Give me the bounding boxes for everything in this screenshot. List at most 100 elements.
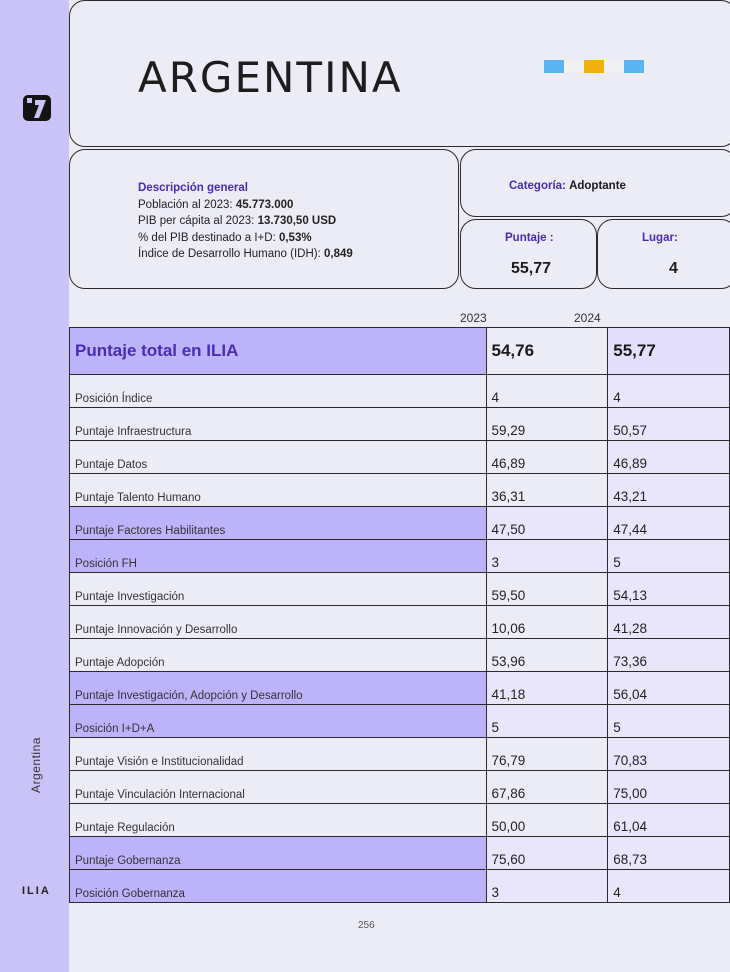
description-line-value: 45.773.000: [235, 198, 294, 211]
table-row: Posición I+D+A 5 5: [69, 704, 730, 738]
row-label: Puntaje Investigación: [69, 572, 487, 606]
description-line-label: PIB per cápita al 2023:: [138, 215, 258, 227]
row-value-2023: 41,18: [485, 671, 609, 705]
total-2023: 54,76: [485, 327, 609, 375]
category-value: Adoptante: [569, 180, 626, 192]
row-value-2024: 4: [607, 374, 730, 408]
total-label: Puntaje total en ILIA: [69, 327, 487, 375]
table-row: Puntaje Gobernanza 75,60 68,73: [69, 836, 730, 870]
flag-icon: [544, 60, 644, 73]
row-value-2023: 36,31: [485, 473, 609, 507]
table-row: Posición Índice 4 4: [69, 374, 730, 408]
table-row: Puntaje Regulación 50,00 61,04: [69, 803, 730, 837]
row-label: Puntaje Factores Habilitantes: [69, 506, 487, 540]
year-header-2023: 2023: [460, 311, 487, 325]
row-label: Puntaje Talento Humano: [69, 473, 487, 507]
row-value-2023: 5: [485, 704, 609, 738]
description-card: Descripción general Población al 2023: 4…: [69, 149, 459, 289]
row-label: Posición I+D+A: [69, 704, 487, 738]
row-value-2024: 4: [607, 869, 730, 903]
row-label: Posición Índice: [69, 374, 487, 408]
description-heading: Descripción general: [138, 182, 248, 194]
description-line-value: 0,849: [324, 248, 353, 260]
description-line-label: Población al 2023:: [138, 198, 236, 211]
row-value-2023: 47,50: [485, 506, 609, 540]
row-value-2023: 3: [485, 869, 609, 903]
row-label: Puntaje Gobernanza: [69, 836, 487, 870]
row-value-2024: 5: [607, 539, 730, 573]
row-value-2024: 54,13: [607, 572, 730, 606]
table-row: Posición Gobernanza 3 4: [69, 869, 730, 903]
description-line: PIB per cápita al 2023: 13.730,50 USD: [138, 213, 353, 230]
row-value-2024: 73,36: [607, 638, 730, 672]
description-line: % del PIB destinado a I+D: 0,53%: [138, 230, 353, 247]
row-value-2024: 43,21: [607, 473, 730, 507]
description-line-value: 0,53%: [278, 231, 312, 244]
table-row: Puntaje Adopción 53,96 73,36: [69, 638, 730, 672]
table-row: Puntaje Infraestructura 59,29 50,57: [69, 407, 730, 441]
row-value-2023: 10,06: [485, 605, 609, 639]
page: ARGENTINA Descripción general Población …: [69, 0, 730, 972]
row-label: Posición FH: [69, 539, 487, 573]
description-line-value: 13.730,50 USD: [257, 215, 337, 227]
score-card: Puntaje : 55,77: [460, 219, 597, 289]
row-value-2023: 46,89: [485, 440, 609, 474]
row-label: Puntaje Datos: [69, 440, 487, 474]
row-label: Puntaje Investigación, Adopción y Desarr…: [69, 671, 487, 705]
flag-stripe: [584, 60, 604, 73]
description-line-label: % del PIB destinado a I+D:: [138, 231, 279, 244]
table-row: Puntaje Talento Humano 36,31 43,21: [69, 473, 730, 507]
row-value-2023: 59,29: [485, 407, 609, 441]
page-title: ARGENTINA: [138, 53, 403, 102]
page-number: 256: [358, 920, 375, 931]
place-card: Lugar: 4: [597, 219, 730, 289]
flag-stripe: [604, 60, 624, 73]
row-label: Posición Gobernanza: [69, 869, 487, 903]
row-value-2024: 47,44: [607, 506, 730, 540]
row-value-2023: 50,00: [485, 803, 609, 837]
row-value-2023: 67,86: [485, 770, 609, 804]
description-text: Descripción general Población al 2023: 4…: [138, 180, 353, 263]
title-card: ARGENTINA: [69, 0, 730, 147]
row-value-2024: 70,83: [607, 737, 730, 771]
flag-stripe: [544, 60, 564, 73]
row-value-2024: 46,89: [607, 440, 730, 474]
table-row: Puntaje Investigación 59,50 54,13: [69, 572, 730, 606]
row-value-2024: 50,57: [607, 407, 730, 441]
row-label: Puntaje Vinculación Internacional: [69, 770, 487, 804]
table-row: Puntaje Investigación, Adopción y Desarr…: [69, 671, 730, 705]
row-value-2024: 75,00: [607, 770, 730, 804]
description-line: Índice de Desarrollo Humano (IDH): 0,849: [138, 246, 353, 263]
category-card: Categoría: Adoptante: [460, 149, 730, 217]
place-value: 4: [669, 260, 678, 277]
total-2024: 55,77: [607, 327, 730, 375]
sidebar-brand: ILIA: [22, 885, 51, 897]
score-value: 55,77: [511, 260, 552, 277]
row-value-2024: 5: [607, 704, 730, 738]
description-line-label: Índice de Desarrollo Humano (IDH):: [138, 248, 324, 260]
row-value-2024: 68,73: [607, 836, 730, 870]
row-label: Puntaje Infraestructura: [69, 407, 487, 441]
flag-stripe: [624, 60, 644, 73]
ilia-logo-icon: [23, 95, 51, 121]
sidebar: Argentina ILIA: [0, 0, 69, 972]
score-label: Puntaje :: [505, 232, 554, 244]
scores-table: Puntaje total en ILIA 54,76 55,77 Posici…: [69, 327, 730, 903]
row-value-2024: 56,04: [607, 671, 730, 705]
row-value-2023: 53,96: [485, 638, 609, 672]
flag-stripe: [564, 60, 584, 73]
category-label: Categoría:: [509, 180, 570, 192]
table-row: Puntaje Datos 46,89 46,89: [69, 440, 730, 474]
description-line: Población al 2023: 45.773.000: [138, 197, 353, 214]
year-header-2024: 2024: [574, 311, 601, 325]
row-label: Puntaje Visión e Institucionalidad: [69, 737, 487, 771]
row-value-2023: 76,79: [485, 737, 609, 771]
place-label: Lugar:: [642, 232, 678, 244]
sidebar-country-label: Argentina: [29, 737, 43, 793]
row-value-2023: 4: [485, 374, 609, 408]
row-value-2023: 75,60: [485, 836, 609, 870]
table-row: Posición FH 3 5: [69, 539, 730, 573]
category-line: Categoría: Adoptante: [509, 180, 626, 192]
row-value-2024: 61,04: [607, 803, 730, 837]
row-value-2024: 41,28: [607, 605, 730, 639]
